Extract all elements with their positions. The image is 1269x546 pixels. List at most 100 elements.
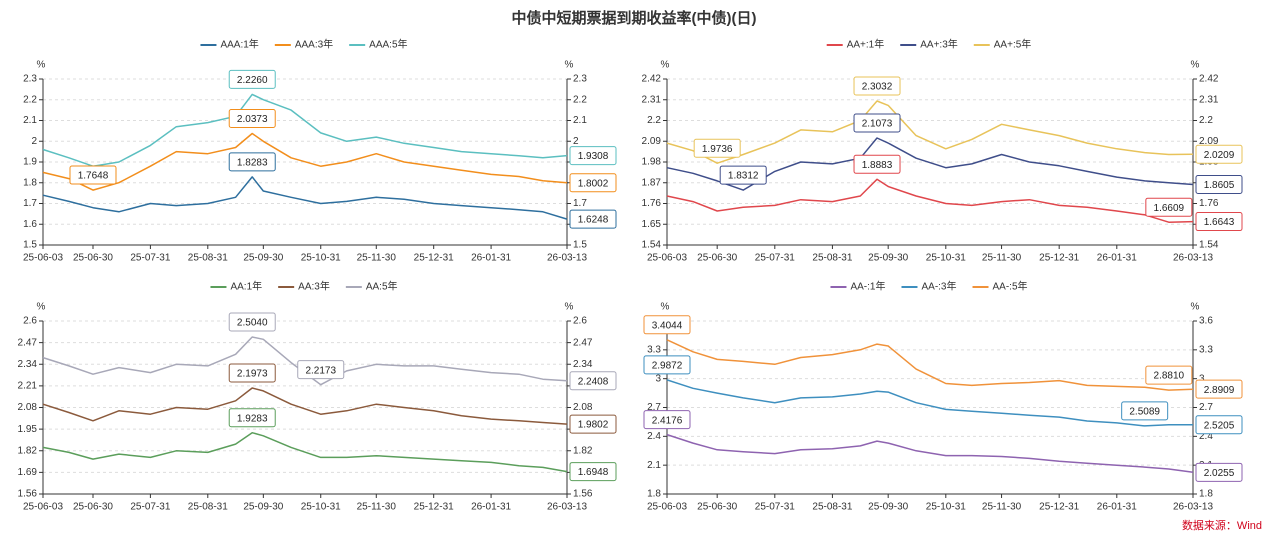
y-tick-label: 2.2 (647, 115, 661, 126)
x-tick-label: 26-03-13 (547, 502, 587, 513)
y-tick-label: 1.5 (23, 240, 37, 251)
annotation-box (853, 154, 901, 174)
annotation-box (1195, 212, 1243, 232)
annotation-label: 1.7648 (78, 171, 109, 182)
y-tick-label: 1.82 (18, 445, 38, 456)
y-tick-label: 2.3 (23, 74, 37, 85)
legend-label: AAA:5年 (369, 38, 407, 51)
x-tick-label: 25-10-31 (926, 502, 966, 513)
y-tick-label: 1.54 (642, 240, 662, 251)
annotation-label: 1.8883 (862, 160, 893, 171)
y-tick-label: 2.08 (18, 402, 38, 413)
annotation-box (853, 113, 901, 133)
x-tick-label: 25-06-03 (647, 502, 687, 513)
annotation-box (228, 363, 276, 383)
legend-label: AAA:1年 (220, 38, 258, 51)
x-tick-label: 25-11-30 (357, 253, 397, 264)
annotation-label: 2.2260 (237, 75, 268, 86)
x-tick-label: 25-10-31 (926, 253, 966, 264)
annotation-box (228, 69, 276, 89)
series-line (42, 132, 568, 191)
y2-tick-label: 3.3 (1199, 344, 1213, 355)
y-tick-label: 2.2 (23, 94, 37, 105)
x-tick-label: 25-07-31 (755, 253, 795, 264)
y2-unit: % (565, 60, 574, 71)
y-tick-label: 1.76 (642, 198, 662, 209)
annotation-box (1195, 415, 1243, 435)
x-tick-label: 26-01-31 (471, 502, 511, 513)
x-tick-label: 25-12-31 (414, 253, 454, 264)
annotation-box (643, 410, 691, 430)
y2-tick-label: 1.56 (573, 489, 593, 500)
y-tick-label: 1.6 (23, 219, 37, 230)
annotation-box (69, 165, 117, 185)
annotation-box (853, 76, 901, 96)
annotation-label: 2.0373 (237, 114, 268, 125)
annotation-box (569, 173, 617, 193)
x-tick-label: 25-08-31 (188, 502, 228, 513)
annotation-label: 1.6609 (1154, 203, 1185, 214)
y-tick-label: 3.3 (647, 344, 661, 355)
y-unit: % (37, 60, 46, 71)
x-tick-label: 25-09-30 (243, 253, 283, 264)
y2-tick-label: 3.6 (1199, 316, 1213, 327)
x-tick-label: 25-12-31 (414, 502, 454, 513)
y-tick-label: 1.95 (18, 424, 38, 435)
annotation-box (297, 360, 345, 380)
annotation-label: 2.5205 (1204, 420, 1235, 431)
y-tick-label: 2.09 (642, 136, 662, 147)
x-tick-label: 25-10-31 (301, 502, 341, 513)
x-tick-label: 25-08-31 (188, 253, 228, 264)
legend-label: AA+:1年 (847, 38, 885, 51)
y-tick-label: 2.42 (642, 74, 662, 85)
y-unit: % (661, 60, 670, 71)
annotation-box (228, 312, 276, 332)
annotation-box (569, 146, 617, 166)
legend-label: AA+:5年 (994, 38, 1032, 51)
x-tick-label: 25-06-30 (697, 502, 737, 513)
annotation-label: 1.9283 (237, 413, 268, 424)
annotation-label: 1.8312 (728, 171, 759, 182)
x-tick-label: 25-07-31 (130, 253, 170, 264)
x-tick-label: 26-01-31 (1097, 253, 1137, 264)
y2-unit: % (1191, 60, 1200, 71)
x-tick-label: 25-06-03 (23, 253, 63, 264)
annotation-label: 1.6248 (578, 215, 609, 226)
y-tick-label: 1.7 (23, 198, 37, 209)
x-tick-label: 25-06-03 (23, 502, 63, 513)
y2-tick-label: 2.2 (573, 94, 587, 105)
y-tick-label: 3 (655, 373, 661, 384)
annotation-label: 1.9802 (578, 420, 609, 431)
annotation-box (693, 138, 741, 158)
y2-tick-label: 2.1 (573, 115, 587, 126)
annotation-box (1195, 379, 1243, 399)
x-tick-label: 25-07-31 (755, 502, 795, 513)
series-line (42, 93, 568, 167)
x-tick-label: 25-08-31 (812, 502, 852, 513)
x-tick-label: 25-11-30 (982, 253, 1022, 264)
annotation-box (719, 165, 767, 185)
y2-tick-label: 3 (1199, 373, 1205, 384)
series-line (42, 387, 568, 425)
y2-tick-label: 2.6 (573, 316, 587, 327)
annotation-label: 1.6948 (578, 467, 609, 478)
y-tick-label: 2.1 (647, 460, 661, 471)
y2-unit: % (1191, 302, 1200, 313)
annotation-label: 1.9308 (578, 151, 609, 162)
annotation-box (1195, 144, 1243, 164)
annotation-box (643, 315, 691, 335)
y2-tick-label: 1.5 (573, 240, 587, 251)
series-line (42, 431, 568, 473)
y-tick-label: 1.56 (18, 489, 38, 500)
y2-tick-label: 2.47 (573, 337, 593, 348)
page-title: 中债中短期票据到期收益率(中债)(日) (512, 9, 757, 27)
x-tick-label: 25-10-31 (301, 253, 341, 264)
y-tick-label: 1.9 (23, 157, 37, 168)
series-line (42, 176, 568, 220)
y-unit: % (37, 302, 46, 313)
y-tick-label: 1.98 (642, 157, 662, 168)
y-tick-label: 2 (31, 136, 37, 147)
y-tick-label: 2.4 (647, 431, 661, 442)
series-line (666, 100, 1194, 164)
